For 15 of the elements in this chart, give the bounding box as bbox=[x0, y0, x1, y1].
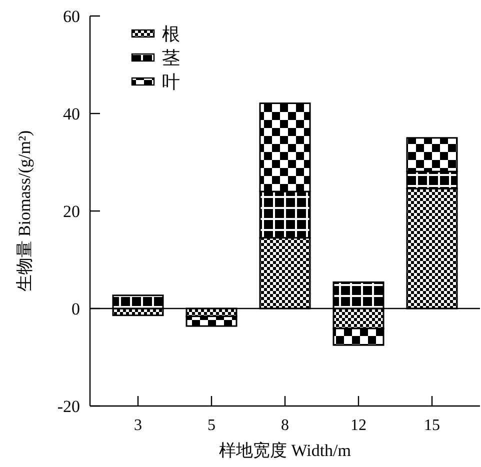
x-tick-label: 3 bbox=[134, 417, 142, 434]
legend-label: 根 bbox=[162, 24, 180, 45]
y-tick-label: 20 bbox=[63, 202, 80, 221]
x-axis-title: 样地宽度 Width/m bbox=[218, 441, 352, 460]
x-tick-label: 8 bbox=[281, 417, 289, 434]
y-tick-label: -20 bbox=[57, 397, 80, 416]
x-tick-label: 5 bbox=[208, 417, 216, 434]
y-tick-label: 60 bbox=[63, 7, 80, 26]
y-axis-title: 生物量 Biomass/(g/m²) bbox=[15, 130, 34, 292]
x-tick-label: 15 bbox=[424, 417, 440, 434]
y-tick-label: 40 bbox=[63, 104, 80, 124]
x-tick-label: 12 bbox=[350, 417, 366, 434]
legend-label: 茎 bbox=[162, 48, 180, 69]
legend-label: 叶 bbox=[162, 72, 180, 93]
y-tick-label: 0 bbox=[72, 300, 80, 318]
